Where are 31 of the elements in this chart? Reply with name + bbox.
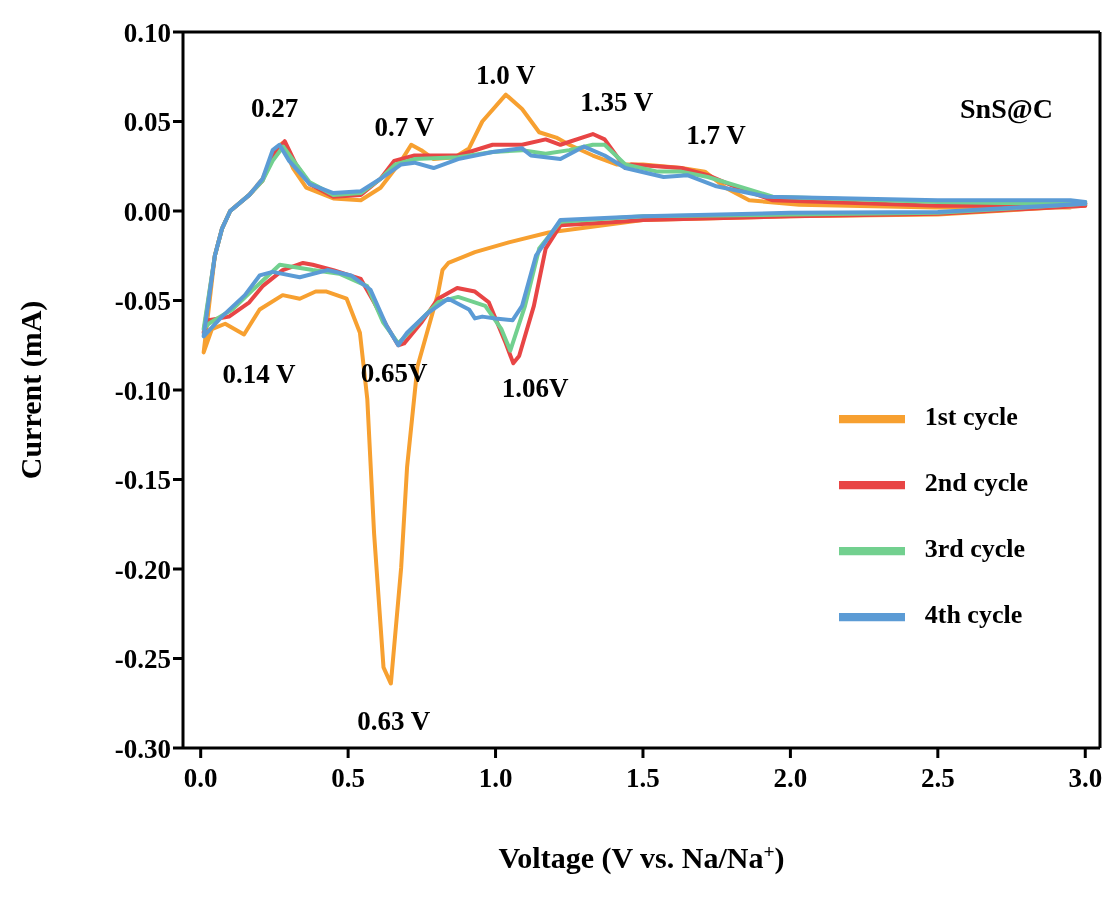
y-tick-label: -0.10 <box>114 375 171 406</box>
x-tick-label: 3.0 <box>1068 763 1103 794</box>
annotation: 1.0 V <box>476 60 537 91</box>
y-tick-label: -0.30 <box>114 733 171 764</box>
x-tick-label: 2.0 <box>773 763 808 794</box>
y-tick-label: 0.00 <box>123 196 171 227</box>
annotation: 1.7 V <box>686 120 747 151</box>
x-axis-title: Voltage (V vs. Na/Na$^{+}$) <box>498 840 785 875</box>
legend-label: 4th cycle <box>924 599 1023 629</box>
x-tick-label: 2.5 <box>920 763 955 794</box>
y-axis-title: Current (mA) <box>14 300 48 480</box>
text: SnS@C <box>960 93 1053 125</box>
annotation: 1.06V <box>501 372 570 403</box>
legend-label: 1st cycle <box>924 401 1018 431</box>
annotation: 0.63 V <box>357 706 431 737</box>
y-tick-label: -0.25 <box>114 644 171 675</box>
legend-label: 2nd cycle <box>924 467 1028 497</box>
legend-label: 3rd cycle <box>924 533 1026 563</box>
x-tick-label: 0.5 <box>331 763 365 794</box>
x-tick-label: 0.0 <box>183 763 218 794</box>
y-tick-label: -0.15 <box>114 465 171 496</box>
annotation: 0.7 V <box>374 112 435 143</box>
x-tick-label: 1.0 <box>478 763 513 794</box>
y-tick-label: -0.05 <box>114 286 171 317</box>
y-tick-label: 0.10 <box>123 17 171 48</box>
annotation: 0.27 <box>251 93 299 124</box>
annotation: 1.35 V <box>580 87 654 118</box>
y-tick-label: 0.05 <box>123 107 171 138</box>
x-tick-label: 1.5 <box>626 763 660 794</box>
annotation: 0.14 V <box>222 358 297 389</box>
y-tick-label: -0.20 <box>114 554 171 585</box>
